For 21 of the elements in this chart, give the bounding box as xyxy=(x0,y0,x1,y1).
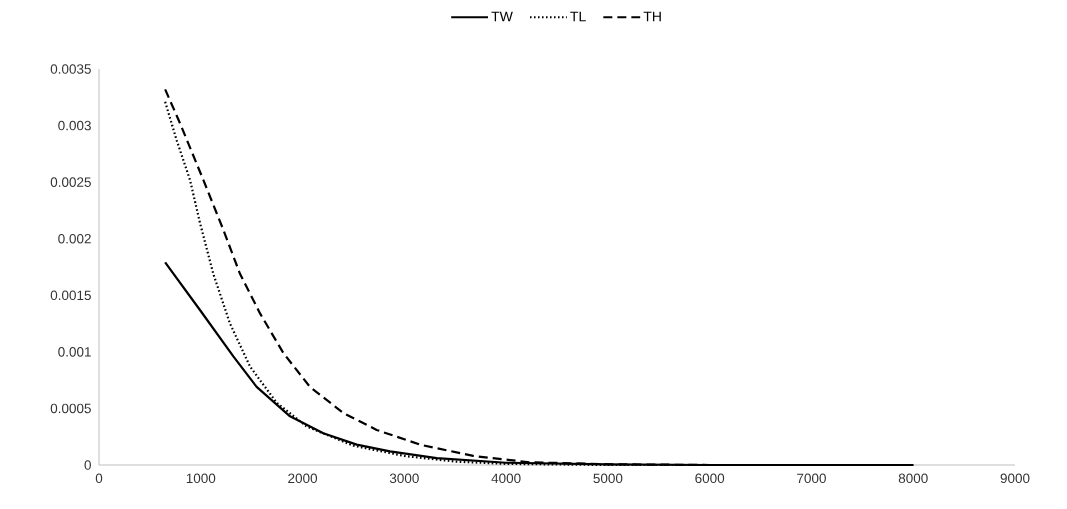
y-tick-label: 0.0035 xyxy=(50,64,91,74)
y-tick-label: 0.0015 xyxy=(50,290,91,301)
y-tick-label: 0.001 xyxy=(58,347,91,357)
y-tick-label: 0.003 xyxy=(58,120,91,131)
legend-label: TL xyxy=(570,11,586,22)
x-tick-label: 1000 xyxy=(186,473,216,484)
y-tick-label: 0.002 xyxy=(58,233,91,244)
x-tick-label: 4000 xyxy=(491,473,521,484)
y-tick-label: 0 xyxy=(84,460,91,470)
x-tick-label: 3000 xyxy=(389,473,419,484)
legend-label: TH xyxy=(643,11,661,22)
x-tick-label: 6000 xyxy=(695,473,725,484)
x-tick-label: 7000 xyxy=(797,473,826,484)
x-tick-label: 9000 xyxy=(1000,473,1030,484)
legend-label: TW xyxy=(491,11,513,22)
x-tick-label: 8000 xyxy=(898,473,928,484)
y-tick-label: 0.0025 xyxy=(50,177,91,187)
y-tick-label: 0.0005 xyxy=(50,403,91,414)
x-tick-label: 5000 xyxy=(593,473,623,484)
x-tick-label: 0 xyxy=(95,473,103,484)
x-tick-label: 2000 xyxy=(288,473,318,484)
